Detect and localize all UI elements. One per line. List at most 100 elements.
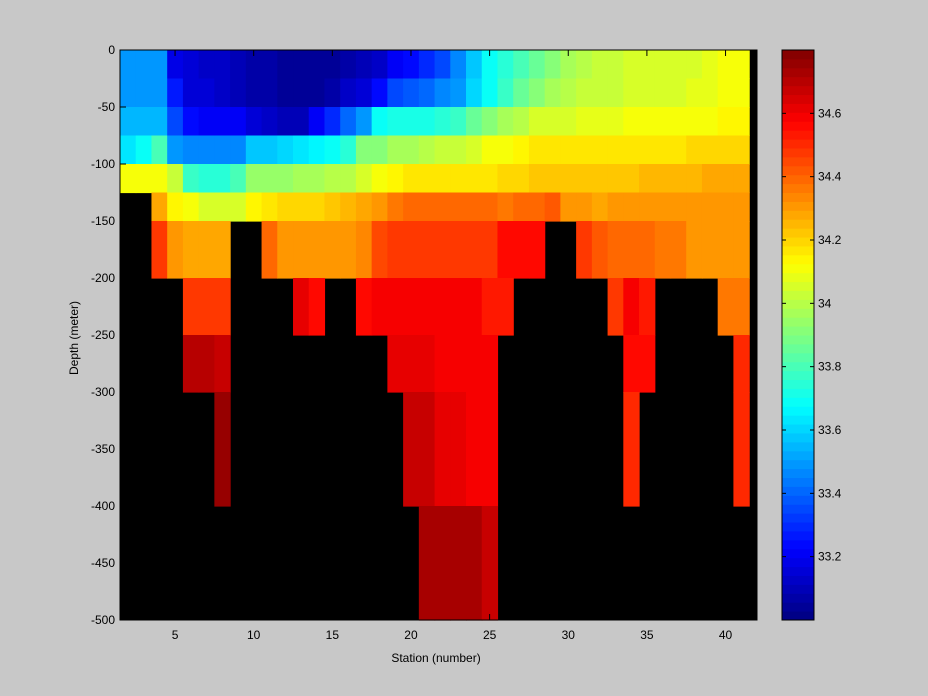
heatmap-cell <box>513 78 530 108</box>
heatmap-cell <box>355 192 373 222</box>
heatmap-cell <box>481 107 499 137</box>
heatmap-cell <box>403 50 420 80</box>
colorbar-segment <box>782 174 814 185</box>
colorbar-segment <box>782 112 814 122</box>
colorbar-segment <box>782 219 814 229</box>
heatmap-cell <box>151 192 168 222</box>
colorbar-tick-label: 34 <box>818 296 832 310</box>
y-axis: 0 -50 -100 -150 -200 -250 -300 -350 -400 -450 -500 <box>91 43 757 627</box>
heatmap-cell <box>686 107 703 137</box>
heatmap-cell <box>277 78 294 108</box>
colorbar-segment <box>782 201 814 211</box>
heatmap-cell <box>198 164 215 194</box>
colorbar-segment <box>782 388 814 398</box>
heatmap-cell <box>560 164 577 194</box>
heatmap-cell <box>198 135 215 165</box>
heatmap-cell <box>167 221 184 279</box>
heatmap-cell <box>686 192 703 222</box>
heatmap-cell <box>293 107 310 137</box>
heatmap-cell <box>151 164 168 194</box>
colorbar-segment <box>782 263 814 274</box>
heatmap-cell <box>230 78 247 108</box>
heatmap-cell <box>261 221 278 279</box>
heatmap-cell <box>639 78 656 108</box>
heatmap-cell <box>607 78 624 108</box>
heatmap-cell <box>623 135 640 165</box>
y-tick-label: -50 <box>98 100 116 114</box>
y-tick-label: -300 <box>91 385 115 399</box>
heatmap-cell <box>245 135 263 165</box>
heatmap-cell <box>560 107 577 137</box>
heatmap-cell <box>544 50 561 80</box>
heatmap-cell <box>277 221 294 279</box>
heatmap-cell <box>261 107 278 137</box>
plot-area <box>119 49 758 621</box>
heatmap-cell <box>481 506 499 621</box>
heatmap-cell <box>528 78 546 108</box>
heatmap-cell <box>151 107 168 137</box>
heatmap-cell <box>182 278 200 336</box>
heatmap-cell <box>450 50 467 80</box>
heatmap-cell <box>308 50 326 80</box>
colorbar-segment <box>782 450 814 461</box>
heatmap-cell <box>481 135 499 165</box>
heatmap-cell <box>466 107 483 137</box>
heatmap-cell <box>355 164 373 194</box>
heatmap-cell <box>623 107 640 137</box>
heatmap-cell <box>182 164 200 194</box>
heatmap-cell <box>670 135 687 165</box>
heatmap-cell <box>214 392 231 507</box>
heatmap-cell <box>135 107 153 137</box>
y-tick-label: -100 <box>91 157 115 171</box>
heatmap-cell <box>403 192 420 222</box>
heatmap-cell <box>733 50 750 80</box>
heatmap-cell <box>733 107 750 137</box>
heatmap-cell <box>418 164 436 194</box>
colorbar-segment <box>782 504 814 514</box>
heatmap-cell <box>639 164 656 194</box>
heatmap-cell <box>481 221 499 279</box>
colorbar-segment <box>782 67 814 78</box>
heatmap-cell <box>434 335 451 393</box>
heatmap-cell <box>182 335 200 393</box>
heatmap-cell <box>371 278 388 336</box>
heatmap-cell <box>654 50 672 80</box>
heatmap-cell <box>387 135 404 165</box>
heatmap-cell <box>717 107 735 137</box>
heatmap-cell <box>387 192 404 222</box>
heatmap-cell <box>214 78 231 108</box>
heatmap-cell <box>576 135 593 165</box>
heatmap-cell <box>481 335 499 393</box>
colorbar-segment <box>782 584 814 594</box>
heatmap-cell <box>418 335 436 393</box>
x-tick-label: 30 <box>562 628 576 642</box>
heatmap-cell <box>497 135 514 165</box>
heatmap-cell <box>214 50 231 80</box>
heatmap-cell <box>418 135 436 165</box>
colorbar-segment <box>782 272 814 283</box>
colorbar-segment <box>782 513 814 523</box>
heatmap-cell <box>544 164 561 194</box>
heatmap-cell <box>355 278 373 336</box>
colorbar-segment <box>782 495 814 505</box>
heatmap-cell <box>670 107 687 137</box>
heatmap-cell <box>340 78 357 108</box>
colorbar-axis: 33.2 33.4 33.6 33.8 34 34.2 34.4 34.6 <box>782 106 842 564</box>
colorbar-segment <box>782 147 814 158</box>
heatmap-cell <box>701 78 719 108</box>
x-tick-label: 40 <box>719 628 733 642</box>
heatmap-cell <box>450 278 467 336</box>
colorbar-segment <box>782 139 814 149</box>
heatmap-cell <box>481 164 499 194</box>
colorbar-segment <box>782 539 814 550</box>
heatmap-cell <box>261 164 278 194</box>
y-tick-label: -400 <box>91 499 115 513</box>
heatmap-cell <box>167 78 184 108</box>
heatmap-cell <box>403 335 420 393</box>
heatmap-cell <box>355 221 373 279</box>
heatmap-cell <box>497 50 514 80</box>
colorbar-segment <box>782 156 814 167</box>
heatmap-cell <box>623 392 640 507</box>
heatmap-cell <box>198 335 215 393</box>
y-tick-label: -500 <box>91 613 115 627</box>
